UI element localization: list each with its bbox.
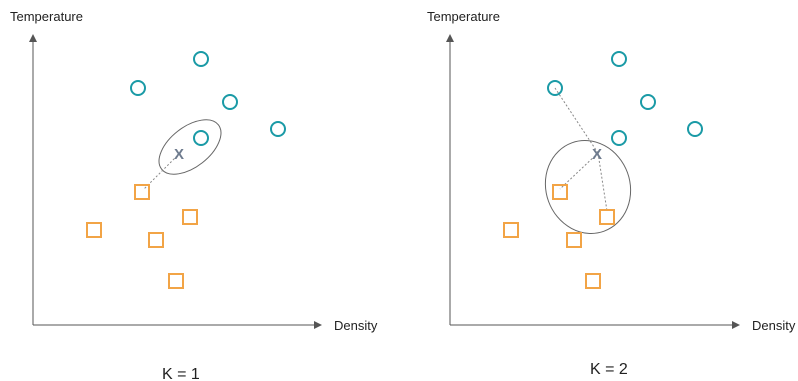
circle-point <box>270 121 286 137</box>
neighbor-line <box>554 87 599 154</box>
neighbor-line <box>143 152 181 190</box>
square-point <box>182 209 198 225</box>
circle-point <box>547 80 563 96</box>
square-point <box>599 209 615 225</box>
y-axis-label: Temperature <box>10 9 83 24</box>
circle-point <box>687 121 703 137</box>
neighbor-line <box>559 152 599 190</box>
square-point <box>86 222 102 238</box>
circle-point <box>611 51 627 67</box>
x-axis-label: Density <box>334 318 378 333</box>
square-point <box>566 232 582 248</box>
panel-caption: K = 2 <box>590 361 628 378</box>
square-point <box>168 273 184 289</box>
x-axis-label: Density <box>752 318 796 333</box>
circle-point <box>611 130 627 146</box>
y-axis-label: Temperature <box>427 9 500 24</box>
circle-point <box>640 94 656 110</box>
circle-point <box>130 80 146 96</box>
panel-k1: Temperature Density X K = 1 <box>10 9 378 381</box>
panel-k2: Temperature Density X K = 2 <box>427 9 796 378</box>
query-point: X <box>592 146 602 163</box>
square-point <box>585 273 601 289</box>
neighbor-ellipse <box>158 119 222 175</box>
query-point: X <box>174 146 184 163</box>
square-point <box>148 232 164 248</box>
circle-point <box>193 130 209 146</box>
neighbor-line <box>597 152 608 212</box>
square-point <box>134 184 150 200</box>
circle-point <box>193 51 209 67</box>
square-point <box>503 222 519 238</box>
panel-caption: K = 1 <box>162 366 200 381</box>
square-point <box>552 184 568 200</box>
circle-point <box>222 94 238 110</box>
neighbor-ellipse <box>544 140 632 234</box>
